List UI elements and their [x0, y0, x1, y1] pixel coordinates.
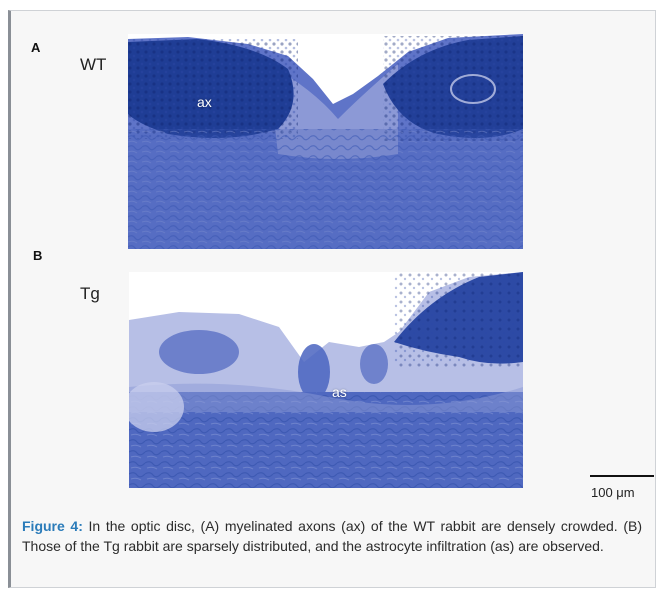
panel-b-group-label: Tg [80, 284, 100, 303]
panel-a-group-label: WT [80, 55, 107, 74]
scale-bar-label: 100 μm [591, 485, 635, 500]
panel-b-annotation-as: as [332, 384, 347, 400]
figure-caption: Figure 4: In the optic disc, (A) myelina… [22, 517, 642, 556]
panel-a-micrograph [128, 34, 523, 249]
caption-label: Figure 4: [22, 518, 83, 534]
panel-a-letter: A [31, 40, 41, 55]
panel-b-micrograph [129, 272, 523, 488]
panel-a-annotation-ax: ax [197, 94, 212, 110]
caption-text: In the optic disc, (A) myelinated axons … [22, 518, 642, 554]
scale-bar [590, 475, 654, 477]
panel-b-letter: B [33, 248, 43, 263]
